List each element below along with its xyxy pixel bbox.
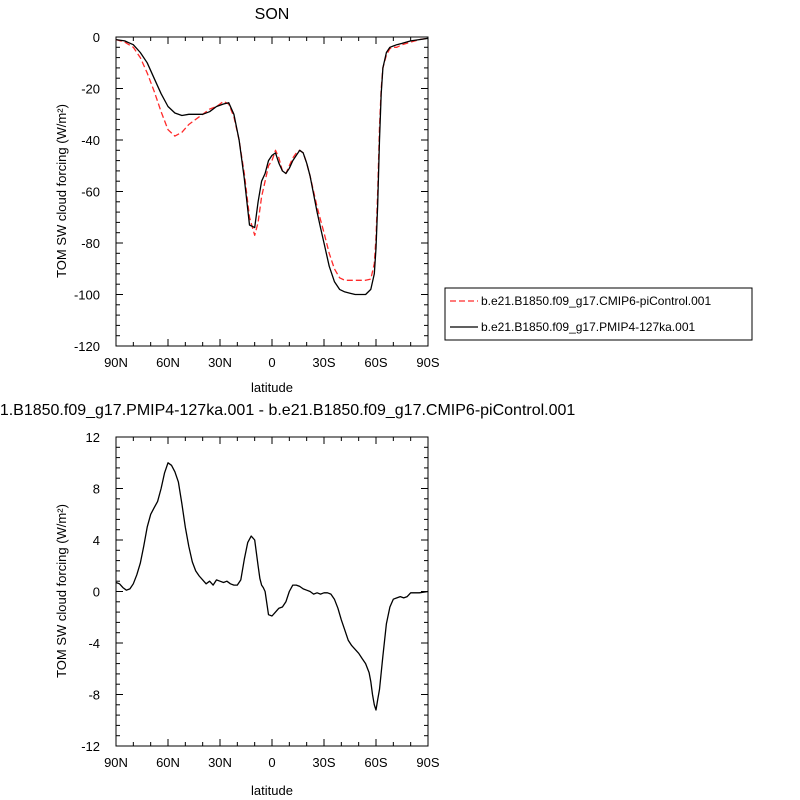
bottom-ytick-label: -12 — [81, 739, 100, 754]
legend-label-pmip4: b.e21.B1850.f09_g17.PMIP4-127ka.001 — [481, 320, 695, 334]
top-xtick-label: 30S — [312, 355, 335, 370]
top-xtick-label: 90S — [416, 355, 439, 370]
bottom-xtick-label: 90S — [416, 755, 439, 770]
top-ytick-label: -60 — [81, 185, 100, 200]
panel-bottom-title: b.e21.B1850.f09_g17.PMIP4-127ka.001 - b.… — [0, 402, 575, 419]
bottom-xtick-label: 30S — [312, 755, 335, 770]
legend-label-control: b.e21.B1850.f09_g17.CMIP6-piControl.001 — [481, 294, 711, 308]
top-ytick-label: -100 — [74, 288, 100, 303]
bottom-xtick-label: 90N — [104, 755, 128, 770]
bottom-xtick-label: 60N — [156, 755, 180, 770]
bottom-xtick-label: 60S — [364, 755, 387, 770]
top-ytick-label: -120 — [74, 339, 100, 354]
panel-top-plot-area: 90N 60N 30N 0 30S 60S 90S 0 -20 -40 -60 -80 -100 -120 — [74, 30, 440, 370]
panel-top-ylabel: TOM SW cloud forcing (W/m²) — [54, 104, 69, 278]
top-xtick-label: 60S — [364, 355, 387, 370]
top-ytick-label: -20 — [81, 82, 100, 97]
panel-top-ticks: 90N 60N 30N 0 30S 60S 90S 0 -20 -40 -60 -80 -100 -120 — [74, 30, 440, 370]
top-ytick-label: 0 — [93, 30, 100, 45]
bottom-ytick-label: -4 — [88, 636, 100, 651]
panel-top: SON 90N 60N 30N 0 30S 60S 90S 0 -20 -40 -60 -80 -100… — [54, 6, 753, 395]
bottom-ytick-label: 4 — [93, 533, 100, 548]
panel-bottom: b.e21.B1850.f09_g17.PMIP4-127ka.001 - b.… — [0, 402, 575, 798]
top-xtick-label: 0 — [268, 355, 275, 370]
top-xtick-label: 90N — [104, 355, 128, 370]
top-series-line-pmip4 — [115, 37, 429, 296]
top-series-line-control — [115, 37, 429, 281]
panel-bottom-ticks: 90N 60N 30N 0 30S 60S 90S 12 8 4 0 -4 -8 -12 — [81, 430, 440, 770]
bottom-ytick-label: 8 — [93, 482, 100, 497]
bottom-series-line-pmip4 — [115, 462, 429, 711]
panel-top-series — [115, 37, 429, 296]
panel-bottom-xlabel: latitude — [251, 783, 293, 798]
bottom-xtick-label: 30N — [208, 755, 232, 770]
top-ytick-label: -40 — [81, 133, 100, 148]
top-ytick-label: -80 — [81, 236, 100, 251]
top-xtick-label: 60N — [156, 355, 180, 370]
panel-bottom-ylabel: TOM SW cloud forcing (W/m²) — [54, 504, 69, 678]
panel-top-title: SON — [255, 6, 290, 23]
bottom-ytick-label: 0 — [93, 585, 100, 600]
panel-bottom-plot-area: 90N 60N 30N 0 30S 60S 90S 12 8 4 0 -4 -8 -12 — [81, 430, 440, 770]
bottom-xtick-label: 0 — [268, 755, 275, 770]
legend: b.e21.B1850.f09_g17.CMIP6-piControl.001 … — [444, 287, 753, 341]
top-xtick-label: 30N — [208, 355, 232, 370]
bottom-ytick-label: 12 — [86, 430, 100, 445]
panel-bottom-series — [115, 462, 429, 711]
panel-top-xlabel: latitude — [251, 380, 293, 395]
legend-box — [444, 287, 753, 341]
bottom-ytick-label: -8 — [88, 688, 100, 703]
